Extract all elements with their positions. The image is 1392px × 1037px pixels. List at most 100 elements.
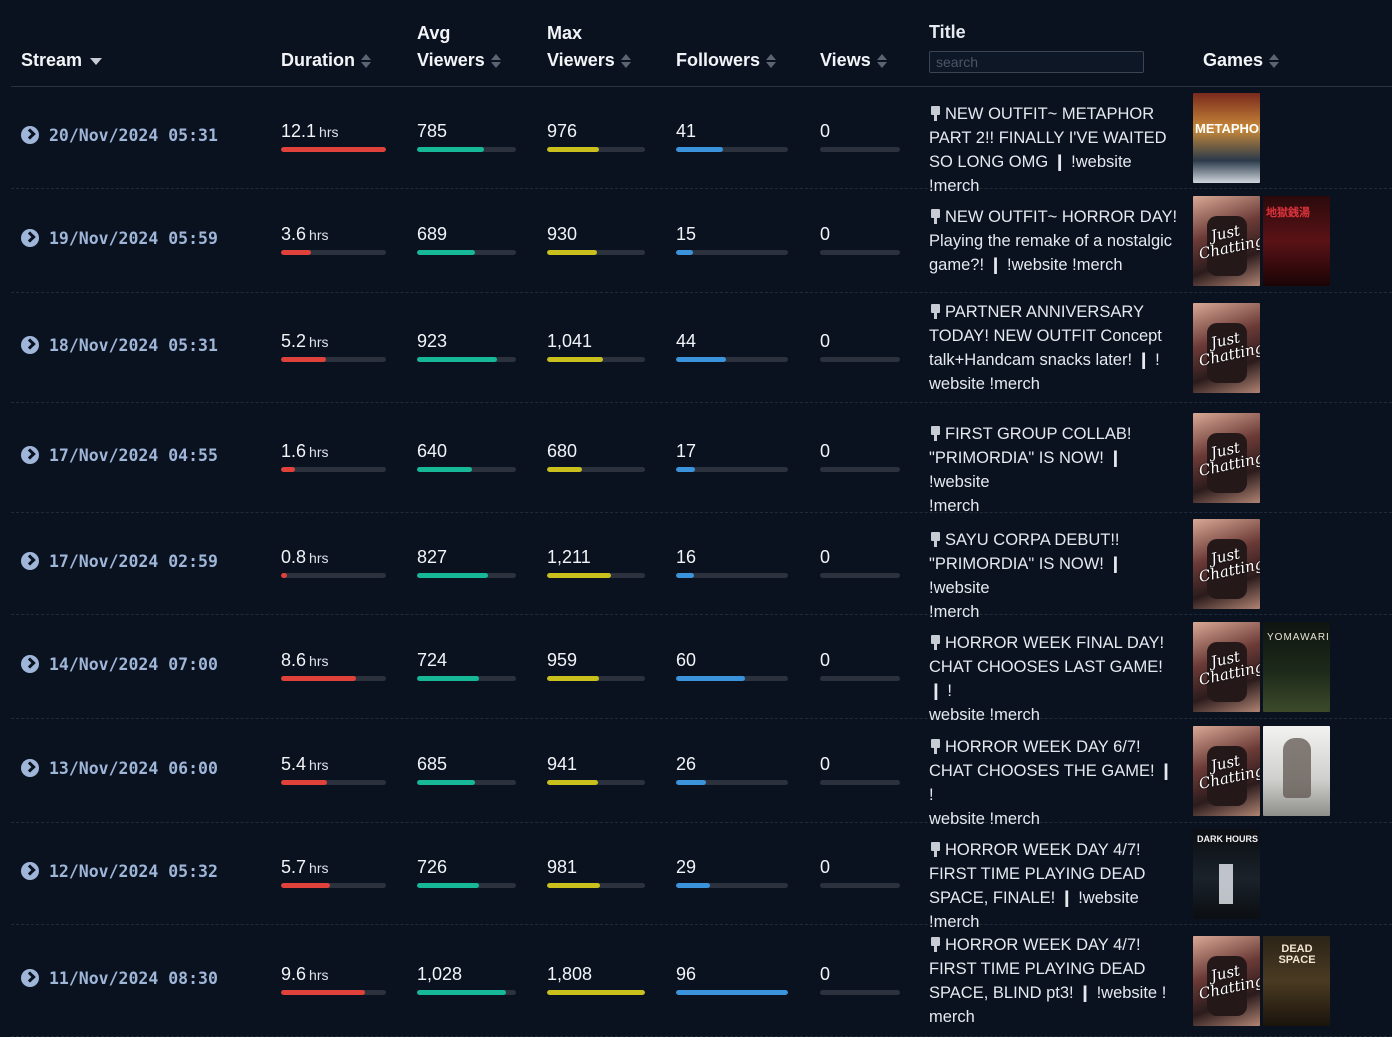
column-max-viewers-header[interactable]: Max Viewers — [547, 20, 631, 74]
game-name: Just Chatting — [1197, 960, 1260, 1003]
stream-date: 11/Nov/2024 08:30 — [49, 968, 218, 988]
stream-title-line: website !merch — [929, 705, 1040, 724]
max-viewers-bar — [547, 779, 645, 785]
max-viewers-value: 1,211 — [547, 547, 591, 568]
table-row[interactable]: 14/Nov/2024 07:00 8.6 hrs 724 959 60 0 HO… — [11, 615, 1392, 724]
column-games-header[interactable]: Games — [1203, 47, 1280, 74]
game-thumbnail[interactable]: DARK HOURS — [1193, 828, 1260, 919]
game-thumbnail[interactable]: Just Chatting — [1193, 412, 1260, 503]
followers-bar-fill — [676, 882, 710, 888]
avg-viewers-bar-fill — [417, 146, 485, 152]
stream-date-link[interactable]: 11/Nov/2024 08:30 — [21, 969, 218, 988]
avg-viewers-value: 685 — [417, 754, 447, 775]
max-viewers-value: 1,808 — [547, 964, 592, 985]
duration-number: 9.6 — [281, 963, 307, 984]
avg-viewers-bar-fill — [417, 779, 476, 785]
table-row[interactable]: 18/Nov/2024 05:31 5.2 hrs 923 1,041 44 0 … — [11, 293, 1392, 403]
followers-number: 29 — [676, 856, 697, 877]
expand-chevron-icon[interactable] — [21, 759, 39, 777]
stream-date-link[interactable]: 19/Nov/2024 05:59 — [21, 229, 218, 248]
title-search-input[interactable] — [929, 51, 1144, 73]
duration-bar-fill — [281, 989, 365, 995]
views-number: 0 — [820, 963, 831, 984]
expand-chevron-icon[interactable] — [21, 552, 39, 570]
expand-chevron-icon[interactable] — [21, 336, 39, 354]
duration-value: 1.6 hrs — [281, 441, 328, 462]
game-thumbnail[interactable]: Just Chatting — [1193, 518, 1260, 609]
game-name: Just Chatting — [1197, 220, 1260, 263]
duration-bar-fill — [281, 572, 288, 578]
column-duration-header[interactable]: Duration — [281, 47, 371, 74]
stream-date-link[interactable]: 20/Nov/2024 05:31 — [21, 126, 218, 145]
table-row[interactable]: 19/Nov/2024 05:59 3.6 hrs 689 930 15 0 NE… — [11, 189, 1392, 293]
game-thumbnail[interactable]: Just Chatting — [1193, 621, 1260, 712]
duration-bar — [281, 146, 386, 152]
stream-date: 13/Nov/2024 06:00 — [49, 758, 218, 778]
game-thumbnail[interactable]: Just Chatting — [1193, 302, 1260, 393]
max-viewers-number: 1,041 — [547, 330, 593, 351]
views-bar — [820, 572, 900, 578]
column-views-header[interactable]: Views — [820, 47, 887, 74]
sort-icon — [766, 53, 777, 69]
column-followers-header[interactable]: Followers — [676, 47, 777, 74]
stream-date-link[interactable]: 12/Nov/2024 05:32 — [21, 862, 218, 881]
game-thumbnail[interactable]: Just Chatting — [1193, 935, 1260, 1026]
duration-bar-fill — [281, 249, 312, 255]
table-row[interactable]: 17/Nov/2024 04:55 1.6 hrs 640 680 17 0 FI… — [11, 403, 1392, 515]
max-viewers-number: 930 — [547, 223, 578, 244]
avg-viewers-value: 726 — [417, 857, 447, 878]
expand-chevron-icon[interactable] — [21, 446, 39, 464]
avg-viewers-number: 827 — [417, 546, 448, 567]
stream-title: PARTNER ANNIVERSARY TODAY! NEW OUTFIT Con… — [929, 300, 1181, 396]
table-row[interactable]: 11/Nov/2024 08:30 9.6 hrs 1,028 1,808 96 … — [11, 925, 1392, 1037]
game-thumbnail[interactable]: DEAD SPACE — [1263, 935, 1330, 1026]
followers-value: 16 — [676, 547, 696, 568]
followers-bar — [676, 572, 788, 578]
stream-date-link[interactable]: 13/Nov/2024 06:00 — [21, 759, 218, 778]
column-max-viewers-label-2: Viewers — [547, 50, 615, 70]
views-value: 0 — [820, 441, 830, 462]
duration-bar — [281, 249, 386, 255]
game-thumbnail[interactable] — [1263, 725, 1330, 816]
pin-icon — [929, 936, 942, 952]
stream-title-line: SPACE, FINALE! ❙ !website !merch — [929, 888, 1139, 931]
stream-date-link[interactable]: 17/Nov/2024 02:59 — [21, 552, 218, 571]
expand-chevron-icon[interactable] — [21, 126, 39, 144]
game-thumbnail[interactable]: YOMAWARI — [1263, 621, 1330, 712]
game-thumbnail[interactable]: METAPHOR — [1193, 92, 1260, 183]
column-stream-header[interactable]: Stream — [21, 47, 103, 74]
expand-chevron-icon[interactable] — [21, 229, 39, 247]
table-row[interactable]: 20/Nov/2024 05:31 12.1 hrs 785 976 41 0 N… — [11, 87, 1392, 195]
followers-value: 17 — [676, 441, 696, 462]
max-viewers-number: 976 — [547, 120, 578, 141]
stream-title: NEW OUTFIT~ METAPHOR PART 2!! FINALLY I'V… — [929, 102, 1181, 198]
stream-date-link[interactable]: 17/Nov/2024 04:55 — [21, 446, 218, 465]
duration-number: 0.8 — [281, 546, 307, 567]
table-row[interactable]: 13/Nov/2024 06:00 5.4 hrs 685 941 26 0 HO… — [11, 719, 1392, 828]
views-value: 0 — [820, 331, 830, 352]
table-row[interactable]: 17/Nov/2024 02:59 0.8 hrs 827 1,211 16 0 … — [11, 513, 1392, 621]
views-number: 0 — [820, 649, 831, 670]
table-row[interactable]: 12/Nov/2024 05:32 5.7 hrs 726 981 29 0 HO… — [11, 823, 1392, 931]
avg-viewers-number: 689 — [417, 223, 448, 244]
expand-chevron-icon[interactable] — [21, 969, 39, 987]
expand-chevron-icon[interactable] — [21, 655, 39, 673]
views-bar — [820, 989, 900, 995]
avg-viewers-bar-fill — [417, 356, 498, 362]
expand-chevron-icon[interactable] — [21, 862, 39, 880]
game-thumbnail[interactable]: 地獄銭湯 — [1263, 195, 1330, 286]
game-thumbnail[interactable]: Just Chatting — [1193, 725, 1260, 816]
stream-title-line: CHAT CHOOSES LAST GAME! ❙ ! — [929, 657, 1163, 700]
game-thumbnail[interactable]: Just Chatting — [1193, 195, 1260, 286]
followers-number: 16 — [676, 546, 697, 567]
stream-date-link[interactable]: 14/Nov/2024 07:00 — [21, 655, 218, 674]
duration-number: 3.6 — [281, 223, 307, 244]
stream-date-link[interactable]: 18/Nov/2024 05:31 — [21, 336, 218, 355]
stream-title-line: SPACE, BLIND pt3! ❙ !website ! — [929, 983, 1167, 1002]
views-bar — [820, 466, 900, 472]
views-bar — [820, 779, 900, 785]
avg-viewers-number: 724 — [417, 649, 448, 670]
games-list: DARK HOURS — [1193, 828, 1260, 919]
column-avg-viewers-header[interactable]: Avg Viewers — [417, 20, 501, 74]
stream-title-line: HORROR WEEK DAY 4/7! — [945, 935, 1141, 954]
